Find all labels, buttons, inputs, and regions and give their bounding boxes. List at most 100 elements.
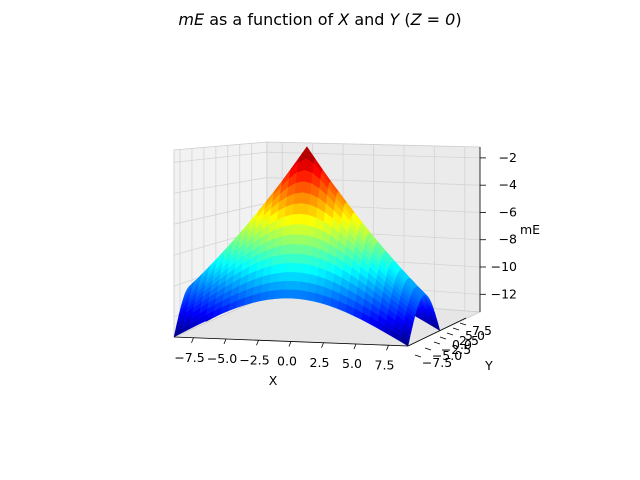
z-ticks: −2 −4 −6 −8 −10 −12 [480, 150, 517, 301]
z-tick-label: −8 [499, 232, 517, 247]
x-tick-mark [223, 338, 227, 345]
surface-facet [299, 281, 309, 292]
y-tick-mark [452, 327, 460, 331]
grid-line-z [173, 202, 268, 225]
y-tick-mark [439, 336, 447, 340]
surface-facet [289, 234, 299, 245]
surface-facet [288, 244, 298, 255]
title-x: X [338, 10, 350, 29]
surface-facet [296, 244, 306, 255]
surface-facet [295, 253, 305, 265]
surface-facet [282, 289, 293, 299]
surface-facet [279, 253, 289, 265]
surface-facet [284, 280, 294, 291]
y-tick-label: −5.0 [432, 348, 462, 363]
surface-facet [291, 280, 302, 291]
surface-facet [287, 253, 297, 264]
x-tick-mark [321, 342, 324, 348]
title-y: Y [389, 10, 400, 29]
surface-facet [302, 181, 312, 195]
surface-facet [277, 272, 287, 283]
z-tick-label: −12 [491, 286, 517, 301]
surface-facet [291, 213, 301, 226]
surface-facet [259, 291, 269, 302]
y-tick-label: 0.0 [452, 337, 472, 352]
y-tick-label: 2.5 [459, 333, 479, 348]
surface-facet [298, 224, 308, 236]
title-cond-close: ) [455, 10, 462, 29]
z-tick-label: −10 [491, 259, 517, 274]
x-tick-mark [256, 340, 259, 346]
y-tick-label: 5.0 [465, 328, 485, 343]
y-tick-mark [414, 354, 422, 358]
title-var: mE [178, 10, 205, 29]
y-tick-mark [446, 332, 454, 336]
surface-facet [297, 234, 307, 246]
y-tick-mark [433, 341, 441, 345]
title-cond-open: ( [399, 10, 411, 29]
surface-facet [282, 224, 292, 237]
x-tick-mark [191, 337, 194, 343]
surface-facet [290, 224, 300, 236]
y-tick-mark [459, 322, 467, 326]
surface-facet [292, 203, 302, 215]
surface-facet [306, 291, 316, 302]
title-mid: as a function of [204, 10, 339, 29]
surface-facet [280, 244, 290, 256]
surface-facet [300, 203, 310, 216]
x-tick-label: −2.5 [239, 352, 269, 367]
y-ticks: −7.5−5.0−2.50.02.55.07.5 [414, 322, 492, 370]
grid-line-z [173, 151, 268, 163]
surface-facet [303, 244, 314, 257]
surface-facet [298, 290, 308, 301]
surface-facet [301, 263, 312, 275]
x-tick-label: 2.5 [310, 355, 330, 370]
surface-facet [302, 254, 313, 266]
z-tick-label: −4 [499, 177, 517, 192]
z-tick-label: −6 [499, 204, 517, 219]
surface-facet [399, 335, 410, 347]
x-axis-label: X [269, 373, 278, 388]
surface-facet [267, 290, 277, 300]
surface-facet [275, 289, 285, 299]
surface-facet [294, 181, 305, 194]
surface-facet [304, 235, 315, 248]
surface-facet [278, 263, 288, 274]
surface-facet [290, 289, 301, 300]
surface [173, 146, 441, 347]
x-tick-label: −7.5 [174, 350, 204, 365]
x-tick-label: −5.0 [207, 351, 237, 366]
surface-facet [293, 192, 303, 205]
x-tick-label: 7.5 [375, 357, 395, 372]
y-axis-line [407, 317, 467, 347]
y-tick-mark [424, 347, 432, 351]
y-axis-label: Y [484, 358, 493, 373]
x-tick-mark [353, 343, 357, 350]
y-tick-label: 7.5 [472, 323, 492, 338]
surface-facet [300, 272, 311, 284]
surface-facet [301, 192, 311, 206]
x-ticks: −7.5 −5.0 −2.5 0.0 2.5 5.0 7.5 [174, 337, 395, 372]
surface-facet [293, 263, 304, 274]
surface-facet [276, 281, 286, 291]
title-cond: Z = 0 [410, 10, 456, 29]
surface-facet [281, 234, 291, 246]
grid-line-z [173, 177, 268, 194]
y-tick-label: −7.5 [422, 355, 452, 370]
chart-title: mE as a function of X and Y (Z = 0) [0, 10, 640, 29]
z-axis-label: mE [520, 222, 540, 237]
x-tick-mark [386, 345, 389, 351]
x-tick-label: 0.0 [277, 354, 297, 369]
x-tick-label: 5.0 [342, 356, 362, 371]
surface-facet [292, 272, 303, 283]
surface-facet [286, 263, 296, 273]
surface-facet [269, 272, 279, 284]
surface-facet [299, 213, 309, 226]
surface-facet [285, 272, 295, 282]
x-tick-mark [288, 341, 292, 347]
z-tick-label: −2 [499, 150, 517, 165]
title-and: and [349, 10, 390, 29]
surface-facet [268, 281, 278, 292]
